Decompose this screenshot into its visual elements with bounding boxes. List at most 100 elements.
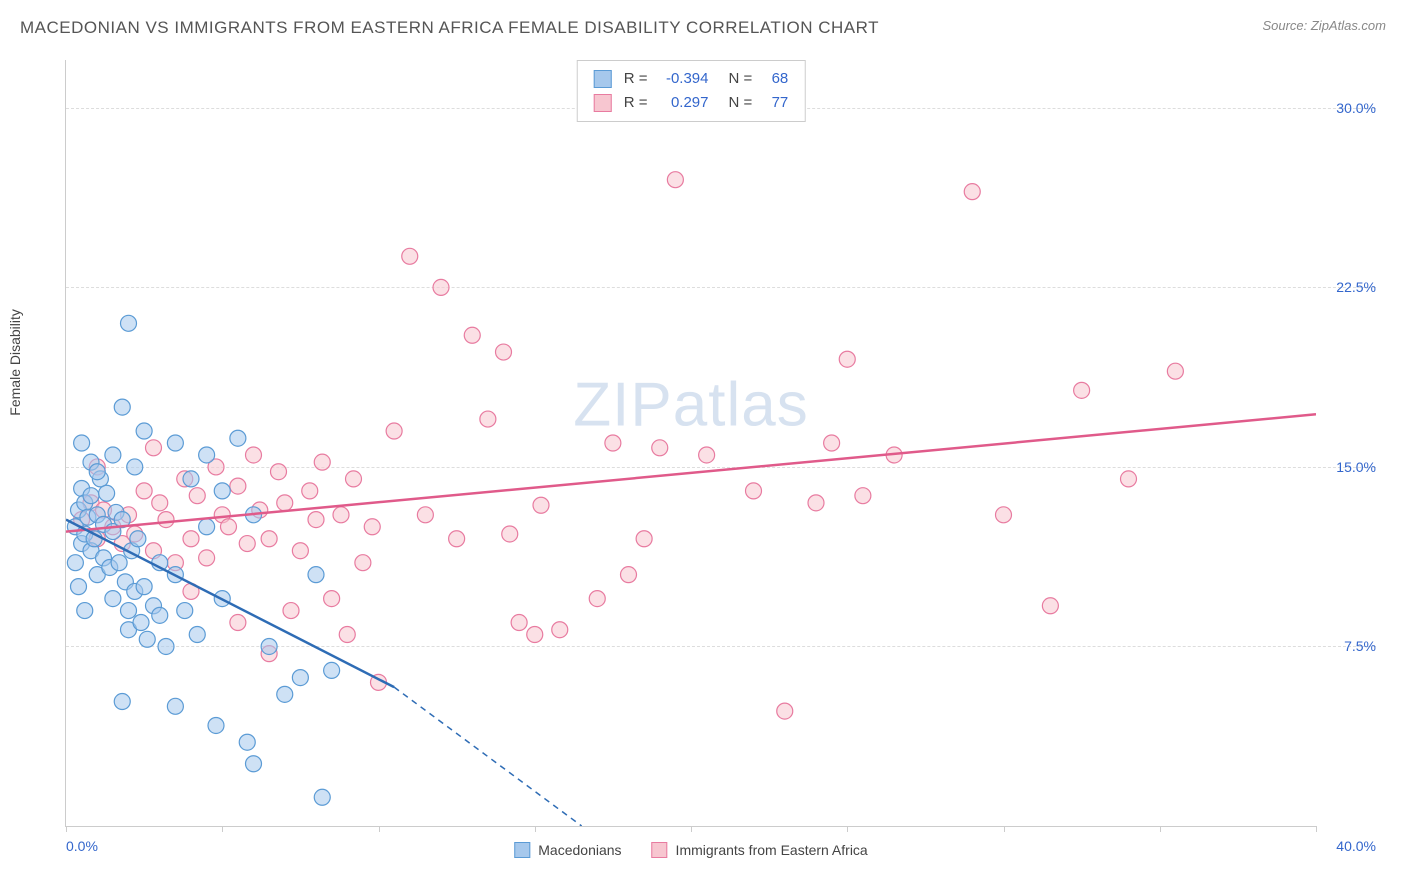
scatter-point xyxy=(230,615,246,631)
scatter-point xyxy=(808,495,824,511)
scatter-point xyxy=(839,351,855,367)
scatter-point xyxy=(230,478,246,494)
scatter-point xyxy=(158,638,174,654)
scatter-point xyxy=(511,615,527,631)
y-axis-label: Female Disability xyxy=(7,309,23,416)
xtick xyxy=(1316,826,1317,832)
scatter-point xyxy=(189,627,205,643)
scatter-point xyxy=(308,512,324,528)
scatter-point xyxy=(652,440,668,456)
scatter-point xyxy=(136,483,152,499)
scatter-point xyxy=(292,543,308,559)
scatter-point xyxy=(221,519,237,535)
scatter-point xyxy=(824,435,840,451)
xtick xyxy=(1160,826,1161,832)
scatter-point xyxy=(67,555,83,571)
scatter-point xyxy=(277,495,293,511)
scatter-point xyxy=(214,483,230,499)
scatter-point xyxy=(246,756,262,772)
scatter-point xyxy=(199,550,215,566)
x-origin-label: 0.0% xyxy=(66,838,98,854)
scatter-point xyxy=(183,471,199,487)
scatter-point xyxy=(386,423,402,439)
bottom-legend: Macedonians Immigrants from Eastern Afric… xyxy=(514,842,867,858)
scatter-point xyxy=(324,662,340,678)
scatter-point xyxy=(152,495,168,511)
scatter-point xyxy=(502,526,518,542)
scatter-point xyxy=(139,631,155,647)
scatter-point xyxy=(1074,382,1090,398)
scatter-point xyxy=(636,531,652,547)
scatter-point xyxy=(83,488,99,504)
scatter-point xyxy=(314,454,330,470)
stats-row-pink: R = 0.297 N = 77 xyxy=(594,91,789,115)
legend-label: Immigrants from Eastern Africa xyxy=(676,842,868,858)
legend-swatch xyxy=(514,842,530,858)
scatter-point xyxy=(605,435,621,451)
scatter-point xyxy=(199,519,215,535)
scatter-point xyxy=(146,440,162,456)
plot-svg xyxy=(66,60,1316,826)
ytick-label: 22.5% xyxy=(1321,279,1376,295)
scatter-point xyxy=(77,603,93,619)
scatter-point xyxy=(277,686,293,702)
scatter-point xyxy=(964,184,980,200)
chart-container: Female Disability ZIPatlas R = -0.394 N … xyxy=(20,50,1386,872)
scatter-point xyxy=(121,603,137,619)
scatter-point xyxy=(167,435,183,451)
legend-label: Macedonians xyxy=(538,842,621,858)
scatter-point xyxy=(996,507,1012,523)
scatter-point xyxy=(199,447,215,463)
scatter-point xyxy=(355,555,371,571)
scatter-point xyxy=(339,627,355,643)
scatter-point xyxy=(189,488,205,504)
legend-item: Macedonians xyxy=(514,842,621,858)
scatter-point xyxy=(1121,471,1137,487)
scatter-point xyxy=(777,703,793,719)
scatter-point xyxy=(105,591,121,607)
scatter-point xyxy=(133,615,149,631)
scatter-point xyxy=(136,423,152,439)
scatter-point xyxy=(346,471,362,487)
scatter-point xyxy=(308,567,324,583)
scatter-point xyxy=(324,591,340,607)
scatter-point xyxy=(127,459,143,475)
scatter-point xyxy=(99,485,115,501)
scatter-point xyxy=(314,789,330,805)
scatter-point xyxy=(261,531,277,547)
scatter-point xyxy=(158,512,174,528)
swatch-pink xyxy=(594,94,612,112)
plot-area: ZIPatlas R = -0.394 N = 68 R = 0.297 N =… xyxy=(65,60,1316,827)
stats-legend-box: R = -0.394 N = 68 R = 0.297 N = 77 xyxy=(577,60,806,122)
scatter-point xyxy=(261,638,277,654)
xtick xyxy=(691,826,692,832)
scatter-point xyxy=(283,603,299,619)
scatter-point xyxy=(1167,363,1183,379)
scatter-point xyxy=(402,248,418,264)
legend-swatch xyxy=(652,842,668,858)
chart-title: MACEDONIAN VS IMMIGRANTS FROM EASTERN AF… xyxy=(20,18,879,38)
xtick xyxy=(535,826,536,832)
scatter-point xyxy=(333,507,349,523)
ytick-label: 15.0% xyxy=(1321,459,1376,475)
x-max-label: 40.0% xyxy=(1336,838,1376,854)
scatter-point xyxy=(699,447,715,463)
scatter-point xyxy=(746,483,762,499)
scatter-point xyxy=(105,447,121,463)
xtick xyxy=(847,826,848,832)
scatter-point xyxy=(364,519,380,535)
scatter-point xyxy=(449,531,465,547)
legend-item: Immigrants from Eastern Africa xyxy=(652,842,868,858)
xtick xyxy=(66,826,67,832)
scatter-point xyxy=(1042,598,1058,614)
xtick xyxy=(1004,826,1005,832)
scatter-point xyxy=(111,555,127,571)
trend-line xyxy=(394,687,582,826)
scatter-point xyxy=(230,430,246,446)
swatch-blue xyxy=(594,70,612,88)
scatter-point xyxy=(183,531,199,547)
ytick-label: 30.0% xyxy=(1321,100,1376,116)
scatter-point xyxy=(533,497,549,513)
scatter-point xyxy=(589,591,605,607)
scatter-point xyxy=(152,607,168,623)
